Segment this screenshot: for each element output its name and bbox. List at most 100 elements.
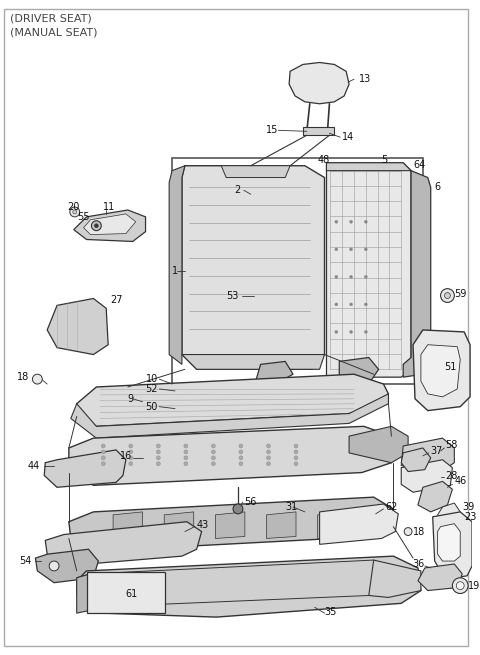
Text: 46: 46 (455, 476, 467, 487)
Text: 35: 35 (324, 607, 337, 617)
Circle shape (349, 275, 352, 278)
Polygon shape (413, 330, 470, 411)
Circle shape (452, 578, 468, 593)
Text: 19: 19 (468, 580, 480, 591)
Text: 58: 58 (445, 440, 458, 450)
Circle shape (364, 275, 367, 278)
Polygon shape (401, 448, 431, 472)
Polygon shape (349, 426, 408, 462)
Text: 11: 11 (103, 202, 116, 212)
Polygon shape (169, 166, 185, 364)
Polygon shape (421, 345, 460, 397)
Polygon shape (339, 358, 379, 384)
Polygon shape (216, 512, 245, 538)
Circle shape (441, 289, 455, 303)
Text: 10: 10 (145, 374, 158, 384)
Polygon shape (74, 210, 145, 242)
Circle shape (101, 456, 105, 460)
Polygon shape (113, 512, 143, 538)
Text: 31: 31 (285, 502, 298, 512)
Text: 52: 52 (145, 384, 158, 394)
Polygon shape (401, 438, 455, 470)
Circle shape (101, 444, 105, 448)
Polygon shape (320, 504, 398, 544)
Circle shape (349, 303, 352, 306)
Circle shape (211, 444, 216, 448)
Circle shape (184, 444, 188, 448)
Text: 61: 61 (126, 588, 138, 599)
Text: 18: 18 (17, 372, 29, 382)
Polygon shape (71, 394, 388, 438)
Text: 1: 1 (172, 266, 178, 276)
Polygon shape (182, 166, 324, 369)
Polygon shape (47, 299, 108, 354)
Polygon shape (432, 512, 472, 578)
Circle shape (335, 331, 338, 333)
Circle shape (335, 220, 338, 223)
Polygon shape (401, 460, 452, 492)
Circle shape (156, 450, 160, 454)
Polygon shape (69, 497, 393, 552)
Text: 9: 9 (128, 394, 134, 403)
Polygon shape (221, 166, 290, 178)
Text: 50: 50 (145, 402, 158, 411)
Circle shape (129, 450, 133, 454)
Polygon shape (77, 556, 421, 617)
Circle shape (294, 462, 298, 466)
Circle shape (156, 456, 160, 460)
Polygon shape (418, 481, 452, 512)
Circle shape (184, 450, 188, 454)
Circle shape (184, 462, 188, 466)
Polygon shape (303, 127, 335, 135)
Polygon shape (289, 62, 349, 103)
Polygon shape (84, 214, 136, 234)
Circle shape (101, 450, 105, 454)
Circle shape (211, 456, 216, 460)
Text: 28: 28 (445, 470, 458, 481)
Text: 15: 15 (265, 125, 278, 136)
Polygon shape (182, 354, 324, 369)
Text: 54: 54 (19, 556, 32, 566)
Circle shape (95, 224, 98, 228)
Circle shape (266, 444, 270, 448)
Circle shape (233, 504, 243, 514)
Circle shape (266, 462, 270, 466)
Circle shape (211, 450, 216, 454)
Circle shape (349, 248, 352, 251)
Circle shape (444, 293, 450, 299)
Circle shape (129, 456, 133, 460)
Circle shape (294, 444, 298, 448)
Text: 13: 13 (359, 74, 371, 84)
Circle shape (70, 207, 80, 217)
Polygon shape (77, 374, 388, 426)
Text: 27: 27 (110, 295, 123, 305)
Text: 59: 59 (455, 289, 467, 299)
Polygon shape (369, 560, 421, 597)
Text: 14: 14 (342, 132, 354, 142)
Circle shape (349, 220, 352, 223)
Polygon shape (256, 362, 293, 384)
Polygon shape (403, 171, 431, 377)
Polygon shape (438, 524, 460, 561)
Text: 53: 53 (226, 291, 239, 301)
Circle shape (49, 561, 59, 571)
Text: 5: 5 (382, 155, 388, 165)
Text: 18: 18 (413, 527, 425, 536)
Polygon shape (418, 564, 462, 591)
Polygon shape (164, 512, 194, 538)
Circle shape (266, 456, 270, 460)
Polygon shape (326, 163, 411, 377)
Text: 48: 48 (318, 155, 330, 165)
Text: 62: 62 (385, 502, 398, 512)
Circle shape (33, 374, 42, 384)
Text: 51: 51 (444, 362, 457, 372)
Text: 37: 37 (431, 446, 443, 456)
Circle shape (335, 303, 338, 306)
Circle shape (184, 456, 188, 460)
Circle shape (294, 456, 298, 460)
Text: 44: 44 (27, 460, 39, 471)
Circle shape (129, 444, 133, 448)
Circle shape (364, 248, 367, 251)
Text: 20: 20 (67, 202, 79, 212)
Circle shape (73, 210, 77, 214)
